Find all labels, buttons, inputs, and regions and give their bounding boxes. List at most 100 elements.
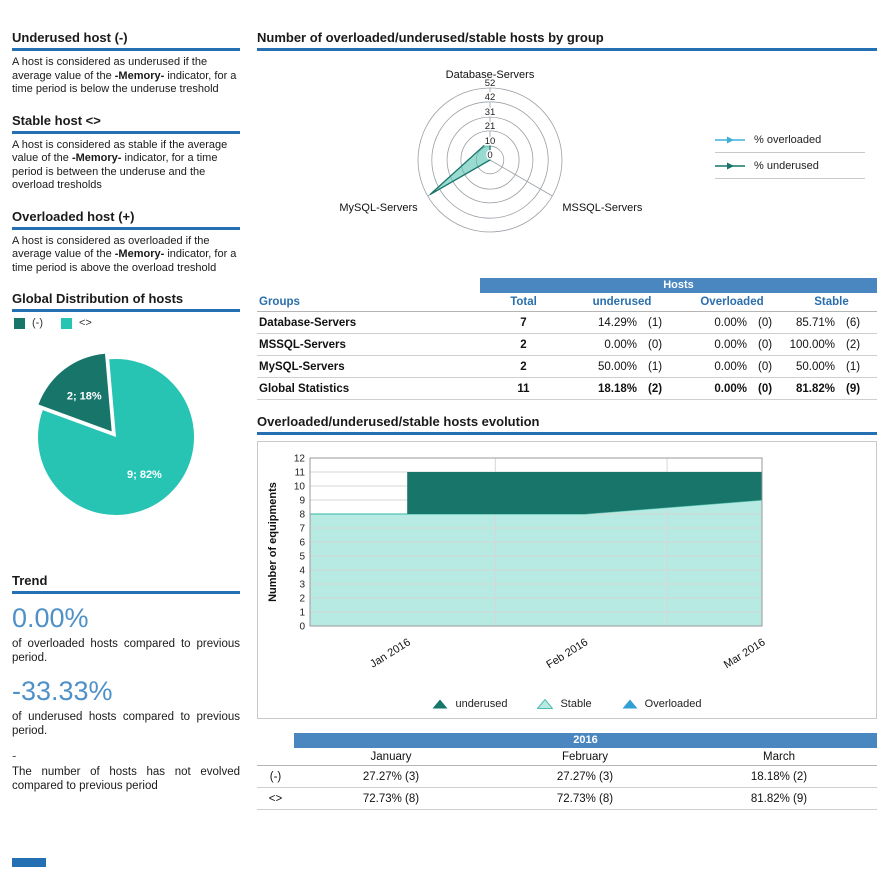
table-row-global-statistics: Global Statistics 11 18.18% (2) 0.00% (0… xyxy=(257,378,877,400)
col-march: March xyxy=(763,750,795,763)
underused-pct: 14.29% xyxy=(597,316,637,329)
main-content: Number of overloaded/underused/stable ho… xyxy=(257,30,877,810)
legend-item: Overloaded xyxy=(622,698,702,710)
distribution-title: Global Distribution of hosts xyxy=(12,291,240,312)
legend-triangle-icon xyxy=(432,699,448,709)
section-title-overloaded: Overloaded host (+) xyxy=(12,209,240,230)
svg-text:6: 6 xyxy=(299,538,305,549)
hosts-band: Hosts xyxy=(480,278,877,293)
year-band-row: 2016 xyxy=(257,733,877,748)
table-row-stable: <> 72.73% (8) 72.73% (8) 81.82% (9) xyxy=(257,788,877,810)
definition-stable: Stable host <> A host is considered as s… xyxy=(12,113,240,193)
underused-count: (0) xyxy=(648,338,663,351)
radar-section-title: Number of overloaded/underused/stable ho… xyxy=(257,30,877,51)
legend-line-icon xyxy=(715,162,745,169)
pie-legend: (-) <> xyxy=(14,317,240,329)
svg-text:3: 3 xyxy=(299,580,305,591)
col-total: Total xyxy=(510,296,537,308)
year-band: 2016 xyxy=(294,733,877,748)
legend-item: underused xyxy=(432,698,507,710)
svg-text:9; 82%: 9; 82% xyxy=(127,469,162,481)
overloaded-pct: 0.00% xyxy=(714,316,747,329)
legend-label: underused xyxy=(455,698,508,710)
table-row: Database-Servers 7 14.29% (1) 0.00% (0) … xyxy=(257,312,877,334)
svg-text:1: 1 xyxy=(299,608,305,619)
definition-underused-text: A host is considered as underused if the… xyxy=(12,56,237,95)
svg-text:Mar 2016: Mar 2016 xyxy=(722,636,768,671)
trend-title: Trend xyxy=(12,573,240,594)
svg-text:7: 7 xyxy=(299,524,305,535)
band-spacer xyxy=(257,733,294,748)
underused-pct: 0.00% xyxy=(604,338,637,351)
table-row-underused: (-) 27.27% (3) 27.27% (3) 18.18% (2) xyxy=(257,766,877,788)
radar-section: 0 10 21 31 42 52 Database-Servers MSSQL-Servers… xyxy=(257,57,877,272)
svg-text:42: 42 xyxy=(485,92,496,103)
stable-count: (2) xyxy=(846,338,861,351)
svg-text:10: 10 xyxy=(294,482,306,493)
february-value: 27.27% (3) xyxy=(556,770,614,783)
col-overloaded: Overloaded xyxy=(700,296,764,308)
overloaded-pct: 0.00% xyxy=(714,360,747,373)
svg-text:10: 10 xyxy=(485,136,496,147)
total-value: 2 xyxy=(520,360,527,373)
svg-text:52: 52 xyxy=(485,78,496,89)
overloaded-count: (0) xyxy=(758,382,773,395)
january-value: 27.27% (3) xyxy=(362,770,420,783)
col-underused: underused xyxy=(592,296,652,308)
legend-item-underused: (-) xyxy=(14,317,43,329)
svg-text:2; 18%: 2; 18% xyxy=(67,390,102,402)
underused-pct: 18.18% xyxy=(597,382,637,395)
hosts-table: Hosts Groups Total underused Overloaded … xyxy=(257,278,877,400)
evolution-chart-panel: 0 1 2 3 4 5 6 7 8 9 10 11 12 Number of equipments Jan … xyxy=(257,441,877,719)
svg-text:2: 2 xyxy=(299,594,305,605)
svg-text:21: 21 xyxy=(485,121,496,132)
definition-overloaded-text: A host is considered as overloaded if th… xyxy=(12,234,237,274)
distribution-section: Global Distribution of hosts (-) <> 2; 1… xyxy=(12,291,240,521)
legend-triangle-icon xyxy=(537,699,554,709)
underused-swatch-icon xyxy=(14,317,25,329)
legend-item: % overloaded xyxy=(715,127,865,153)
legend-label: % overloaded xyxy=(754,133,822,146)
underused-count: (1) xyxy=(648,360,663,373)
svg-text:0: 0 xyxy=(487,150,492,161)
svg-text:11: 11 xyxy=(295,468,306,479)
trend-hosts-value: - xyxy=(12,748,17,763)
total-value: 7 xyxy=(520,316,527,329)
band-spacer xyxy=(257,278,480,293)
overloaded-count: (0) xyxy=(758,360,773,373)
legend-label: Overloaded xyxy=(644,698,702,710)
underused-pct: 50.00% xyxy=(597,360,637,373)
stable-count: (1) xyxy=(846,360,861,373)
svg-text:9: 9 xyxy=(299,496,305,507)
overloaded-pct: 0.00% xyxy=(714,338,747,351)
trend-hosts-caption: The number of hosts has not evolved comp… xyxy=(12,766,240,792)
stable-pct: 81.82% xyxy=(795,382,835,395)
legend-item-stable: <> xyxy=(61,317,92,329)
svg-text:8: 8 xyxy=(299,510,305,521)
svg-text:5: 5 xyxy=(299,552,305,563)
col-february: February xyxy=(561,750,609,763)
february-value: 72.73% (8) xyxy=(556,792,614,805)
legend-label: % underused xyxy=(754,159,819,172)
total-value: 11 xyxy=(517,382,530,395)
group-name: MySQL-Servers xyxy=(259,360,345,373)
svg-text:12: 12 xyxy=(294,454,306,465)
col-groups: Groups xyxy=(259,296,300,308)
next-section-underline-partial xyxy=(12,858,46,867)
underused-count: (2) xyxy=(648,382,663,395)
stable-pct: 85.71% xyxy=(795,316,835,329)
legend-label: <> xyxy=(79,317,92,329)
row-label: <> xyxy=(268,792,283,805)
evolution-legend: underused Stable Overloaded xyxy=(258,698,876,710)
legend-label: Stable xyxy=(560,698,592,710)
stable-swatch-icon xyxy=(61,317,72,329)
march-value: 81.82% (9) xyxy=(750,792,808,805)
legend-item: Stable xyxy=(537,698,592,710)
trend-overloaded-caption: of overloaded hosts compared to previous… xyxy=(12,638,240,664)
svg-text:Feb 2016: Feb 2016 xyxy=(544,636,590,671)
trend-overloaded-value: 0.00% xyxy=(12,603,89,633)
legend-line-icon xyxy=(715,136,745,143)
